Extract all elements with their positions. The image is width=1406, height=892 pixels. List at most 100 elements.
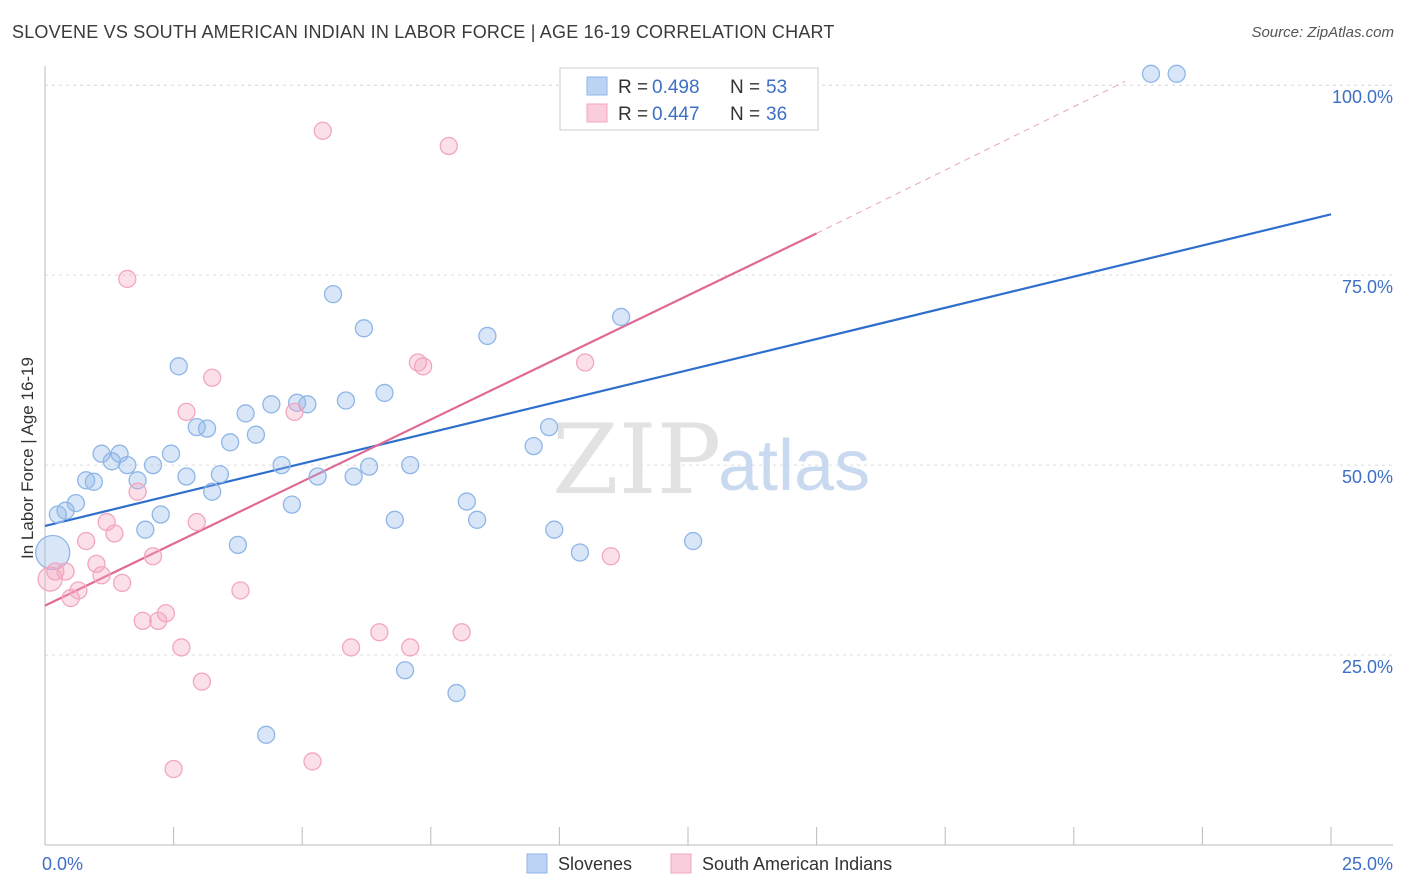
point-series-0-42: [457, 492, 476, 511]
series-legend-south-american-indians: South American Indians: [702, 854, 892, 874]
point-series-0-45: [524, 436, 543, 456]
point-series-0-32: [323, 284, 343, 304]
point-series-0-21: [221, 433, 240, 452]
point-series-1-11: [118, 269, 137, 289]
stats-legend: R = 0.498 N = 53 R = 0.447 N = 36: [559, 67, 819, 131]
point-series-0-25: [257, 725, 276, 744]
legend-r-label-2: R =: [618, 104, 648, 125]
point-series-0-43: [467, 510, 487, 529]
point-series-0-50: [683, 531, 703, 551]
point-series-1-29: [401, 638, 420, 657]
point-series-1-14: [143, 547, 163, 566]
point-series-0-3: [66, 493, 86, 513]
point-series-0-2: [56, 501, 75, 520]
point-series-1-9: [105, 524, 124, 543]
point-series-0-34: [344, 467, 363, 486]
point-series-0-49: [611, 307, 631, 327]
point-series-0-12: [143, 455, 163, 475]
y-tick-label-0: 25.0%: [1342, 657, 1393, 677]
point-series-0-36: [359, 457, 379, 476]
point-series-1-3: [61, 588, 80, 608]
point-series-0-37: [375, 383, 394, 403]
point-series-0-5: [84, 472, 104, 491]
point-series-1-10: [113, 573, 132, 593]
legend-swatch-slovenes: [586, 76, 608, 96]
point-series-1-25: [303, 752, 322, 771]
point-series-1-34: [575, 353, 595, 372]
series-legend-slovenes: Slovenes: [558, 854, 632, 874]
point-series-0-35: [354, 319, 374, 338]
watermark: ZIP atlas: [552, 404, 870, 516]
point-series-0-28: [282, 495, 302, 514]
point-series-0-15: [169, 357, 188, 376]
x-tick-label-0: 0.0%: [42, 854, 83, 874]
legend-n-label-1: N =: [730, 77, 760, 98]
y-tick-label-1: 50.0%: [1342, 467, 1393, 487]
legend-n-label-2: N =: [730, 104, 760, 125]
point-series-1-4: [69, 581, 88, 600]
x-tick-label-1: 25.0%: [1342, 854, 1393, 874]
point-series-0-51: [1141, 64, 1161, 83]
point-series-1-2: [56, 562, 75, 581]
point-series-0-13: [151, 505, 170, 524]
point-series-0-20: [210, 465, 230, 484]
point-series-1-19: [177, 402, 196, 422]
series-legend: Slovenes South American Indians: [526, 853, 892, 874]
point-series-0-39: [395, 661, 415, 680]
point-series-1-31: [413, 357, 433, 376]
point-series-0-33: [336, 391, 356, 410]
point-series-0-48: [570, 543, 590, 562]
point-series-0-23: [236, 404, 255, 423]
point-series-0-44: [478, 326, 497, 346]
point-series-0-18: [197, 419, 217, 438]
legend-r-value-2: 0.447: [652, 104, 700, 125]
point-series-0-31: [308, 467, 327, 486]
point-series-0-47: [545, 520, 564, 539]
y-axis-label: In Labor Force | Age 16-19: [18, 357, 37, 559]
point-series-0-11: [136, 520, 155, 539]
point-series-0-6: [92, 444, 111, 463]
point-series-1-12: [128, 482, 147, 501]
point-series-1-15: [149, 611, 168, 631]
point-series-0-19: [203, 482, 222, 501]
point-series-1-21: [192, 672, 212, 691]
point-series-0-24: [246, 425, 266, 444]
point-series-1-6: [87, 554, 106, 574]
legend-swatch-south-american-indians: [586, 103, 608, 123]
point-series-1-1: [46, 562, 65, 581]
point-series-0-0: [35, 534, 71, 571]
series-legend-swatch-slovenes: [526, 853, 548, 874]
legend-n-value-1: 53: [766, 77, 787, 98]
point-series-1-33: [452, 623, 471, 642]
trend-lines: [44, 80, 1332, 607]
point-series-0-46: [539, 417, 559, 437]
tick-labels: 25.0% 50.0% 75.0% 100.0% 0.0% 25.0%: [42, 87, 1393, 874]
point-series-1-24: [285, 402, 304, 422]
point-series-1-27: [341, 638, 361, 657]
point-series-0-9: [118, 455, 137, 475]
point-series-1-20: [187, 512, 206, 532]
point-series-1-28: [370, 623, 389, 642]
point-series-0-16: [177, 467, 196, 486]
point-series-1-35: [601, 547, 620, 566]
point-series-1-7: [92, 566, 111, 585]
legend-r-value-1: 0.498: [652, 77, 700, 98]
point-series-0-22: [228, 535, 248, 555]
point-series-0-52: [1167, 64, 1186, 83]
gridlines: [45, 84, 1393, 656]
axes: [44, 66, 1393, 846]
point-series-1-18: [172, 638, 191, 657]
legend-n-value-2: 36: [766, 104, 787, 125]
point-series-1-22: [203, 368, 222, 387]
point-series-1-17: [164, 759, 183, 779]
trend-extension-series-1: [816, 80, 1126, 234]
point-series-1-5: [77, 531, 96, 551]
trend-line-series-0: [44, 213, 1332, 527]
point-series-1-32: [439, 136, 458, 156]
point-series-0-14: [161, 444, 181, 463]
point-series-0-41: [447, 683, 466, 703]
trend-line-series-1: [44, 232, 818, 607]
point-series-0-38: [385, 510, 404, 529]
point-series-1-16: [156, 604, 176, 623]
